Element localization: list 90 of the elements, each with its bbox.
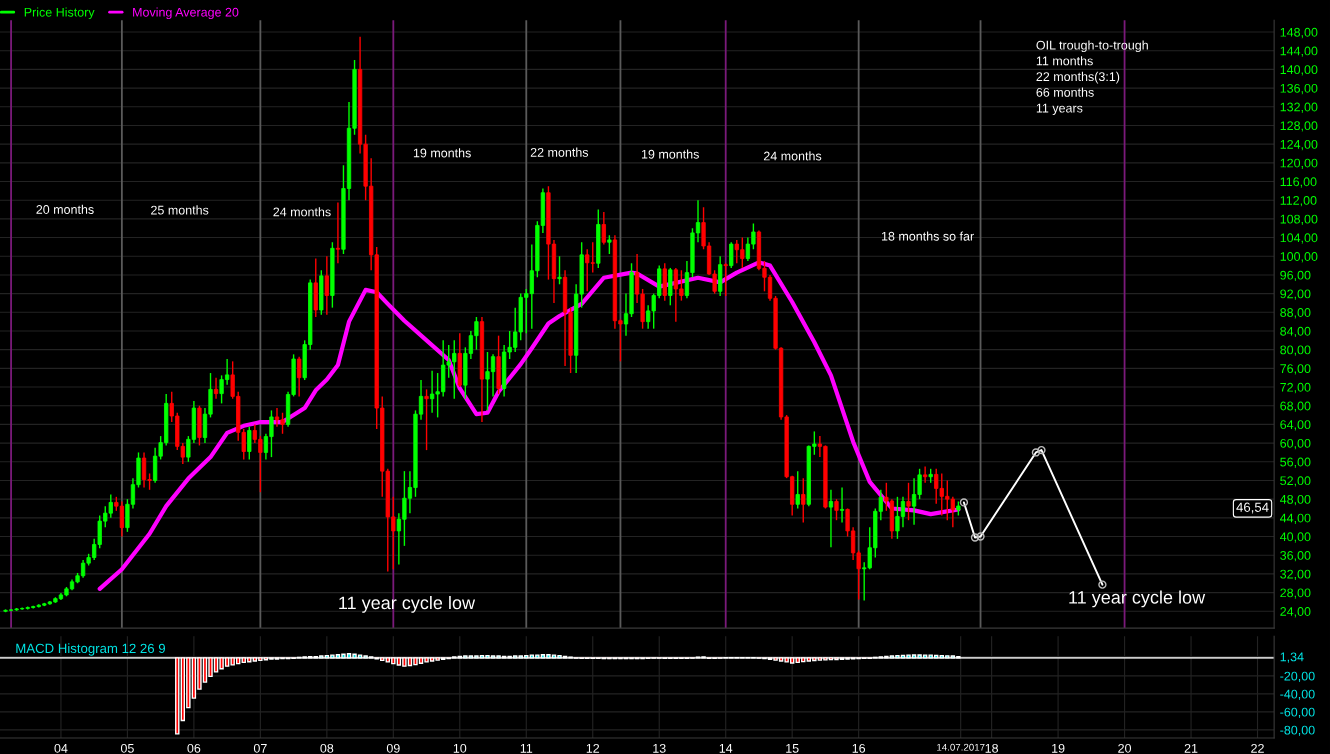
annotation: 46,54 (1236, 502, 1269, 514)
y-tick-label: 76,00 (1280, 364, 1311, 375)
candlestick (324, 255, 329, 316)
x-tick-label: 09 (386, 743, 400, 753)
x-tick-label: 20 (1118, 743, 1132, 753)
y-tick-label: -80,00 (1280, 725, 1315, 737)
x-tick-label: 07 (253, 743, 267, 753)
y-tick-label: 136,00 (1280, 83, 1318, 95)
y-tick-label: 144,00 (1280, 46, 1318, 57)
candlestick (607, 234, 612, 255)
candlestick (839, 486, 845, 524)
y-tick-label: 44,00 (1279, 513, 1311, 524)
y-tick-label: 100,00 (1280, 252, 1318, 263)
y-tick-label: 32,00 (1280, 569, 1311, 581)
candlestick (801, 477, 806, 524)
y-tick-label: 88,00 (1280, 308, 1311, 319)
y-tick-label: 108,00 (1280, 214, 1318, 226)
annotation: 24 months (763, 151, 822, 161)
candlestick (247, 426, 252, 461)
y-tick-label: 96,00 (1280, 270, 1311, 282)
y-tick-label: 80,00 (1280, 345, 1311, 356)
candlestick (828, 489, 834, 548)
y-tick-label: 116,00 (1280, 177, 1317, 188)
x-tick-label: 14 (719, 744, 733, 753)
candlestick (795, 470, 800, 510)
candlestick (213, 377, 219, 400)
candlestick (335, 201, 341, 264)
y-tick-label: -20,00 (1280, 671, 1315, 682)
y-tick-label: 40,00 (1279, 532, 1311, 543)
candlestick (923, 465, 928, 484)
y-tick-label: 124,00 (1280, 139, 1318, 151)
y-tick-label: 128,00 (1280, 121, 1318, 132)
y-tick-label: 56,00 (1280, 457, 1311, 468)
candlestick (424, 388, 429, 451)
candlestick (557, 255, 562, 285)
x-tick-label: 04 (54, 743, 68, 753)
y-tick-label: 68,00 (1280, 401, 1311, 412)
y-tick-label: 52,00 (1280, 476, 1311, 487)
y-tick-label: 1,34 (1280, 652, 1304, 663)
x-tick-label: 08 (320, 743, 334, 753)
y-tick-label: 84,00 (1280, 326, 1311, 338)
annotation: 22 months (530, 147, 589, 157)
annotation: 20 months (36, 204, 94, 214)
x-tick-label: 19 (1052, 743, 1065, 753)
annotation: 18 months so far (881, 231, 974, 241)
x-tick-label: 05 (120, 743, 134, 753)
x-tick-label: 16 (852, 743, 866, 753)
y-tick-label: 92,00 (1280, 289, 1311, 300)
y-tick-label: 120,00 (1280, 158, 1318, 169)
candlestick (906, 482, 911, 521)
candlestick (601, 211, 606, 246)
x-tick-label: 14.07.2017 (937, 743, 985, 751)
legend-label: Moving Average 20 (133, 7, 239, 20)
annotation: 24 months (273, 207, 331, 217)
y-tick-label: 104,00 (1280, 233, 1318, 244)
y-tick-label: 72,00 (1280, 382, 1311, 394)
annotation: 25 months (151, 205, 209, 215)
x-tick-label: 11 (520, 744, 533, 753)
annotation: 19 months (641, 149, 699, 159)
x-tick-label: 15 (786, 744, 799, 753)
y-tick-label: -40,00 (1280, 689, 1315, 701)
candlestick (729, 241, 734, 269)
annotation: 19 months (413, 148, 471, 158)
x-tick-label: 21 (1184, 743, 1198, 753)
x-tick-label: 06 (187, 743, 201, 753)
y-tick-label: 148,00 (1280, 27, 1318, 39)
annotation: 11 year cycle low (339, 595, 476, 613)
y-tick-label: 132,00 (1280, 102, 1318, 113)
chart-title: MACD Histogram 12 26 9 (16, 643, 165, 656)
candlestick (297, 355, 302, 398)
x-tick-label: 18 (985, 743, 999, 753)
y-tick-label: 24,00 (1280, 607, 1311, 618)
y-tick-label: 48,00 (1279, 494, 1311, 506)
candlestick (723, 262, 728, 297)
legend-label: Price History (24, 7, 95, 20)
annotation: 11 year cycle low (1069, 590, 1206, 608)
y-tick-label: 60,00 (1280, 438, 1311, 450)
y-tick-label: 140,00 (1280, 65, 1318, 76)
y-tick-label: 36,00 (1280, 551, 1311, 562)
y-tick-label: 28,00 (1280, 588, 1311, 599)
line-series (97, 260, 961, 591)
annotation: OIL trough-to-trough 11 months 22 months(3:1) 66 months 11 years (1036, 40, 1148, 115)
x-tick-label: 13 (653, 743, 666, 753)
y-tick-label: -60,00 (1280, 707, 1315, 719)
x-tick-label: 12 (586, 743, 600, 753)
x-tick-label: 22 (1251, 743, 1264, 753)
candlestick (834, 498, 839, 521)
y-tick-label: 112,00 (1280, 196, 1317, 207)
y-tick-label: 64,00 (1280, 420, 1311, 431)
x-tick-label: 10 (453, 743, 467, 753)
